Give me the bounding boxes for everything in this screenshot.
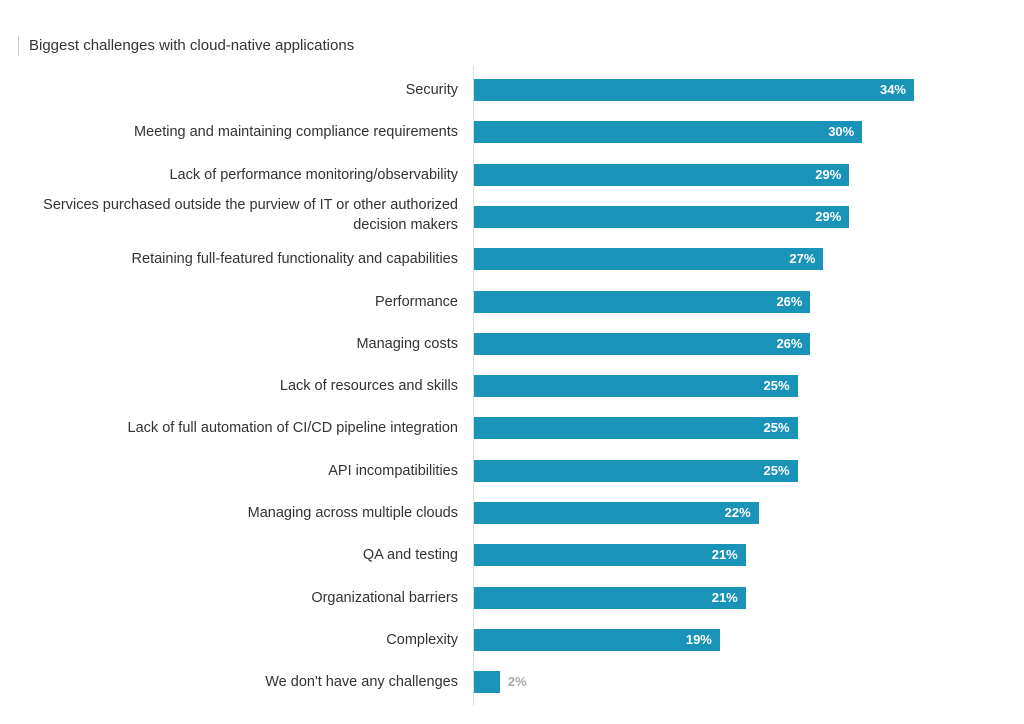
- value-label: 26%: [776, 293, 803, 309]
- category-label: Lack of performance monitoring/observabi…: [169, 166, 458, 183]
- category-label-row: Managing costs: [10, 334, 458, 354]
- category-label-row: Lack of full automation of CI/CD pipelin…: [10, 418, 458, 438]
- bar: [474, 290, 811, 313]
- bar: [474, 417, 798, 440]
- category-label: Managing across multiple clouds: [247, 505, 458, 521]
- value-label: 29%: [815, 208, 842, 224]
- value-label: 22%: [724, 505, 751, 520]
- bar: [474, 248, 824, 271]
- category-label-row: Organizational barriers: [10, 588, 458, 608]
- category-label-row: Complexity: [10, 630, 458, 650]
- category-label: Retaining full-featured functionality an…: [131, 251, 458, 268]
- value-label: 2%: [507, 674, 527, 690]
- bar: [474, 459, 798, 482]
- category-label: Organizational barriers: [311, 589, 458, 606]
- value-label: 30%: [828, 124, 855, 140]
- value-label: 19%: [685, 631, 712, 647]
- category-label-row: Lack of resources and skills: [10, 376, 458, 396]
- category-label-row: Services purchased outside the purview o…: [10, 195, 458, 235]
- category-label: Lack of resources and skills: [279, 378, 458, 395]
- value-label: 27%: [789, 251, 816, 267]
- category-label: Complexity: [386, 631, 458, 648]
- category-label-row: QA and testing: [10, 545, 458, 565]
- chart-title: Biggest challenges with cloud-native app…: [18, 36, 354, 56]
- bar: [474, 163, 850, 186]
- bar: [474, 79, 914, 101]
- category-label: We don't have any challenges: [265, 674, 458, 691]
- category-label: Managing costs: [356, 335, 458, 352]
- category-label-row: Performance: [10, 292, 458, 312]
- bar: [474, 502, 759, 524]
- category-label: API incompatibilities: [328, 462, 458, 479]
- bar: [474, 375, 798, 398]
- value-label: 34%: [879, 82, 906, 97]
- category-label-row: Managing across multiple clouds: [10, 503, 458, 523]
- value-label: 29%: [815, 166, 842, 182]
- value-label: 26%: [776, 335, 803, 351]
- value-label: 21%: [711, 589, 738, 605]
- value-label: 25%: [763, 420, 790, 436]
- bar: [474, 332, 811, 355]
- value-label: 25%: [763, 378, 790, 394]
- value-label: 25%: [763, 462, 790, 478]
- bar: [474, 544, 746, 567]
- category-label-row: Retaining full-featured functionality an…: [10, 249, 458, 269]
- category-label: QA and testing: [362, 547, 458, 564]
- bar: [474, 586, 746, 609]
- bar: [474, 121, 863, 144]
- bar: [474, 671, 500, 694]
- category-label: Lack of full automation of CI/CD pipelin…: [127, 420, 458, 437]
- category-label-row: Meeting and maintaining compliance requi…: [10, 122, 458, 142]
- category-label: Meeting and maintaining compliance requi…: [133, 124, 458, 141]
- category-label-row: Security: [10, 80, 458, 100]
- bar: [474, 628, 720, 651]
- category-label: Security: [405, 82, 458, 98]
- category-label-row: API incompatibilities: [10, 461, 458, 481]
- category-label-row: We don't have any challenges: [10, 672, 458, 692]
- category-label-row: Lack of performance monitoring/observabi…: [10, 165, 458, 185]
- bar: [474, 205, 850, 228]
- category-label: Performance: [374, 293, 458, 310]
- axis-line: [473, 66, 474, 706]
- value-label: 21%: [711, 547, 738, 563]
- category-label: Services purchased outside the purview o…: [43, 196, 458, 233]
